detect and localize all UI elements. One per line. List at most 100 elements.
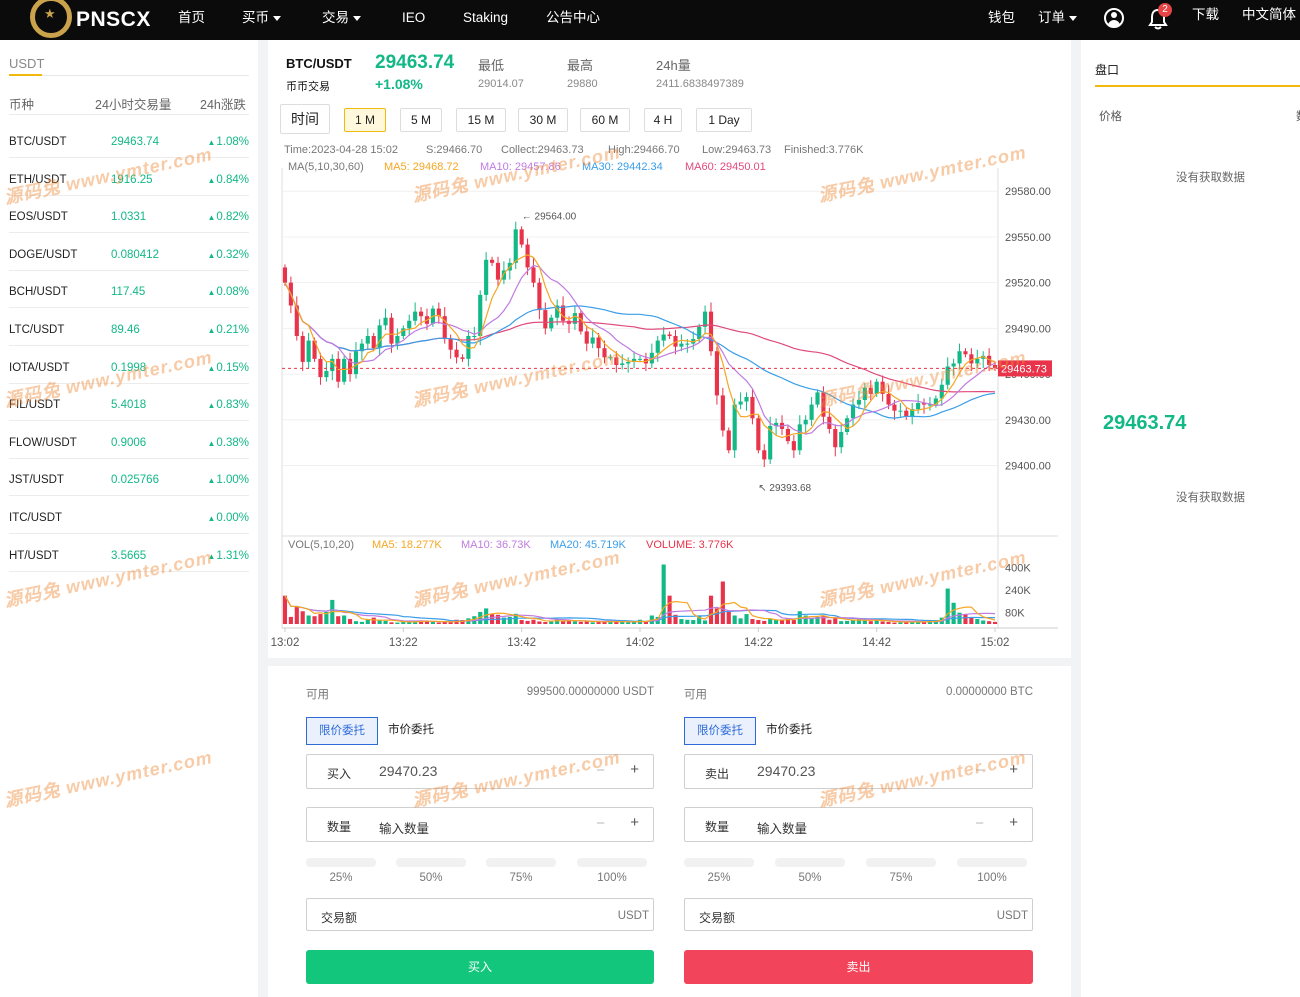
minus-icon[interactable]: − xyxy=(596,815,605,832)
market-row[interactable]: LTC/USDT 89.46 0.21% xyxy=(9,308,249,346)
nav-download[interactable]: 下载 xyxy=(1192,7,1219,22)
nav-home[interactable]: 首页 xyxy=(178,10,205,25)
orderbook-col-qty: 数 xyxy=(1296,108,1300,124)
plus-icon[interactable]: + xyxy=(1009,814,1018,831)
pair-symbol: BTC/USDT xyxy=(286,56,352,71)
timeframe-4h[interactable]: 4 H xyxy=(644,108,682,132)
market-tab-usdt[interactable]: USDT xyxy=(9,56,45,71)
kline-chart[interactable]: 29580.0029550.0029520.0029490.0029460.00… xyxy=(268,136,1071,656)
volume-bar xyxy=(478,611,483,624)
sell-tab-market[interactable]: 市价委托 xyxy=(766,724,812,736)
logo-icon: ★ xyxy=(28,0,74,40)
market-row[interactable]: BTC/USDT 29463.74 1.08% xyxy=(9,120,249,158)
buy-total-field[interactable]: 交易额 USDT xyxy=(306,898,654,931)
market-row[interactable]: JST/USDT 0.025766 1.00% xyxy=(9,458,249,497)
volume-bar xyxy=(720,581,725,624)
buy-pct-100-bar[interactable] xyxy=(577,858,647,867)
volume-bar xyxy=(537,621,542,624)
volume-bar xyxy=(691,620,696,624)
candle-body xyxy=(637,358,643,360)
buy-qty-field[interactable]: 数量 输入数量 − + xyxy=(306,807,654,842)
candle-body xyxy=(501,270,506,280)
nav-buy-crypto[interactable]: 买币 xyxy=(242,0,281,40)
market-row[interactable]: ETH/USDT 1916.25 0.84% xyxy=(9,158,249,196)
nav-ieo[interactable]: IEO xyxy=(402,10,426,25)
candle-body xyxy=(708,311,714,352)
nav-language[interactable]: 中文简体 xyxy=(1242,7,1296,22)
plus-icon[interactable]: + xyxy=(1009,761,1018,778)
nav-trade[interactable]: 交易 xyxy=(322,0,361,40)
buy-button[interactable]: 买入 xyxy=(306,950,654,984)
candle-body xyxy=(531,267,536,283)
candle-body xyxy=(442,316,447,340)
sell-qty-field[interactable]: 数量 输入数量 − + xyxy=(684,807,1033,842)
sell-form: 可用 0.00000000 BTC 限价委托 市价委托 卖出 29470.23 … xyxy=(684,666,1033,997)
candle-body xyxy=(353,351,359,375)
buy-pct-50-bar[interactable] xyxy=(396,858,466,867)
minus-icon[interactable]: − xyxy=(975,815,984,832)
candle-body xyxy=(714,351,719,396)
user-icon[interactable] xyxy=(1104,8,1124,28)
market-row[interactable]: HT/USDT 3.5665 1.31% xyxy=(9,534,249,572)
sell-total-field[interactable]: 交易额 USDT xyxy=(684,898,1033,931)
sell-tab-limit[interactable]: 限价委托 xyxy=(684,717,756,745)
buy-qty-input[interactable]: 输入数量 xyxy=(379,822,430,836)
buy-tab-limit[interactable]: 限价委托 xyxy=(306,717,378,745)
buy-pct-75-bar[interactable] xyxy=(486,858,556,867)
buy-pct-25-bar[interactable] xyxy=(306,858,376,867)
sell-pct-100-bar[interactable] xyxy=(957,858,1027,867)
minus-icon[interactable]: − xyxy=(975,762,984,779)
timeframe-30m[interactable]: 30 M xyxy=(518,108,568,132)
candle-body xyxy=(620,363,625,365)
market-row[interactable]: FIL/USDT 5.4018 0.83% xyxy=(9,383,249,422)
buy-available-value: 999500.00000000 USDT xyxy=(526,686,654,698)
brand-logo[interactable]: ★ PNSCX xyxy=(28,0,151,40)
candle-body xyxy=(726,430,731,451)
buy-tab-market[interactable]: 市价委托 xyxy=(388,724,434,736)
nav-staking[interactable]: Staking xyxy=(463,10,509,25)
buy-price-input[interactable]: 29470.23 xyxy=(379,763,438,779)
nav-announcements[interactable]: 公告中心 xyxy=(546,10,600,25)
volume-bar xyxy=(821,616,826,624)
sell-price-input[interactable]: 29470.23 xyxy=(757,763,816,779)
plus-icon[interactable]: + xyxy=(630,761,639,778)
volume-bar xyxy=(779,620,785,624)
market-row[interactable]: EOS/USDT 1.0331 0.82% xyxy=(9,195,249,234)
timeframe-1m[interactable]: 1 M xyxy=(344,108,386,132)
minus-icon[interactable]: − xyxy=(596,762,605,779)
y-tick-label: 29520.00 xyxy=(1005,278,1051,290)
timeframe-15m[interactable]: 15 M xyxy=(456,108,506,132)
y-tick-label: 29580.00 xyxy=(1005,186,1051,198)
candle-body xyxy=(371,336,376,349)
timeframe-1day[interactable]: 1 Day xyxy=(696,108,752,132)
buy-price-field[interactable]: 买入 29470.23 − + xyxy=(306,754,654,789)
sell-button[interactable]: 卖出 xyxy=(684,950,1033,984)
market-row[interactable]: ITC/USDT 0.00% xyxy=(9,496,249,534)
sell-pct-75-bar[interactable] xyxy=(866,858,936,867)
sell-price-field[interactable]: 卖出 29470.23 − + xyxy=(684,754,1033,789)
candle-body xyxy=(655,340,660,353)
timeframe-5m[interactable]: 5 M xyxy=(400,108,442,132)
info-vma20: MA20: 45.719K xyxy=(550,539,626,551)
market-row[interactable]: FLOW/USDT 0.9006 0.38% xyxy=(9,421,249,459)
market-row[interactable]: BCH/USDT 117.45 0.08% xyxy=(9,270,249,309)
plus-icon[interactable]: + xyxy=(630,814,639,831)
buy-qty-label: 数量 xyxy=(327,820,352,834)
sell-qty-input[interactable]: 输入数量 xyxy=(757,822,808,836)
timeframe-60m[interactable]: 60 M xyxy=(580,108,630,132)
vol-tick-label: 80K xyxy=(1005,608,1025,620)
market-change: 1.31% xyxy=(207,550,249,562)
sell-pct-50-bar[interactable] xyxy=(775,858,845,867)
volume-bar xyxy=(590,622,595,624)
sell-pct-25-bar[interactable] xyxy=(684,858,754,867)
candle-body xyxy=(632,358,637,362)
candle-body xyxy=(679,343,684,347)
nav-orders[interactable]: 订单 xyxy=(1038,0,1077,40)
volume-bar xyxy=(850,620,856,624)
nav-wallet[interactable]: 钱包 xyxy=(988,10,1015,25)
volume-bar xyxy=(862,619,867,624)
candle-body xyxy=(987,355,992,365)
candle-body xyxy=(880,381,885,394)
market-row[interactable]: DOGE/USDT 0.080412 0.32% xyxy=(9,233,249,271)
market-row[interactable]: IOTA/USDT 0.1998 0.15% xyxy=(9,346,249,384)
